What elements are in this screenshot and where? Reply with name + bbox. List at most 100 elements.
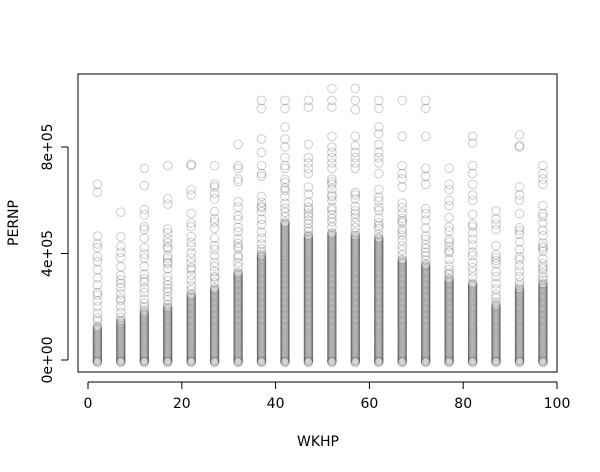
data-point [491, 249, 501, 260]
data-point [397, 289, 408, 299]
data-point [491, 322, 501, 333]
data-point [420, 340, 431, 351]
data-point [256, 313, 267, 323]
data-point [162, 345, 173, 356]
data-point [256, 326, 267, 337]
data-point [92, 351, 103, 362]
data-point [420, 352, 431, 363]
data-point [280, 337, 290, 347]
data-point [116, 321, 126, 332]
data-point [280, 273, 290, 284]
data-point [139, 283, 150, 294]
data-point [514, 290, 525, 301]
data-point [280, 266, 290, 277]
data-point [444, 276, 454, 286]
data-point [444, 285, 454, 296]
data-point [327, 300, 337, 310]
data-point [256, 257, 267, 267]
data-point [350, 147, 361, 158]
data-point [186, 328, 196, 339]
data-point [420, 346, 431, 357]
data-point [256, 325, 267, 335]
data-point [397, 217, 408, 228]
data-point [303, 230, 314, 241]
data-point [467, 340, 478, 351]
data-point [186, 297, 196, 308]
data-point [374, 333, 384, 344]
data-point [374, 297, 384, 308]
data-point [303, 355, 314, 365]
data-point [538, 355, 548, 365]
data-point [397, 348, 408, 358]
data-point [397, 268, 408, 279]
data-point [303, 351, 314, 362]
data-point [397, 285, 408, 296]
data-point [327, 355, 337, 365]
data-point [303, 338, 314, 349]
data-point [303, 197, 314, 208]
data-point [256, 191, 267, 202]
data-point [186, 290, 196, 301]
data-point [538, 351, 548, 362]
data-point [233, 294, 243, 304]
data-point [397, 308, 408, 319]
data-point [397, 160, 408, 171]
data-point [303, 260, 314, 271]
data-point [233, 278, 243, 289]
data-point [327, 334, 337, 345]
data-point [397, 310, 408, 321]
data-point [538, 283, 548, 293]
data-point [233, 282, 243, 292]
data-point [444, 304, 454, 315]
data-point [350, 286, 361, 297]
data-point [350, 194, 361, 204]
data-point [467, 303, 478, 314]
data-point [139, 233, 150, 243]
data-point [233, 211, 243, 221]
data-point [116, 357, 126, 368]
data-point [209, 337, 220, 347]
data-point [420, 354, 431, 364]
data-point [491, 352, 501, 363]
data-point [420, 274, 431, 285]
data-point [233, 285, 243, 296]
data-point [186, 160, 196, 171]
data-point [303, 253, 314, 264]
data-point [327, 228, 337, 238]
data-point [514, 277, 525, 288]
data-point [280, 239, 290, 249]
data-point [162, 322, 173, 333]
data-point [116, 352, 126, 363]
data-point [162, 351, 173, 362]
data-point [233, 333, 243, 344]
data-point [256, 259, 267, 269]
data-point [186, 349, 196, 359]
data-point [374, 292, 384, 303]
data-point [233, 326, 243, 337]
data-point [280, 235, 290, 245]
data-point [327, 322, 337, 333]
data-point [444, 331, 454, 341]
data-point [420, 338, 431, 349]
data-point [420, 312, 431, 322]
data-point [327, 309, 337, 320]
data-point [139, 336, 150, 346]
data-point [256, 266, 267, 277]
data-point [420, 313, 431, 323]
data-point [350, 356, 361, 367]
data-point [350, 212, 361, 223]
data-point [374, 271, 384, 281]
data-point [256, 301, 267, 311]
data-point [233, 271, 243, 281]
data-point [397, 325, 408, 335]
data-point [374, 282, 384, 292]
data-point [280, 234, 290, 244]
data-point [303, 234, 314, 244]
data-point [303, 266, 314, 277]
data-point [374, 260, 384, 271]
data-point [139, 345, 150, 356]
data-point [350, 339, 361, 350]
data-point [303, 343, 314, 353]
data-point [303, 279, 314, 290]
